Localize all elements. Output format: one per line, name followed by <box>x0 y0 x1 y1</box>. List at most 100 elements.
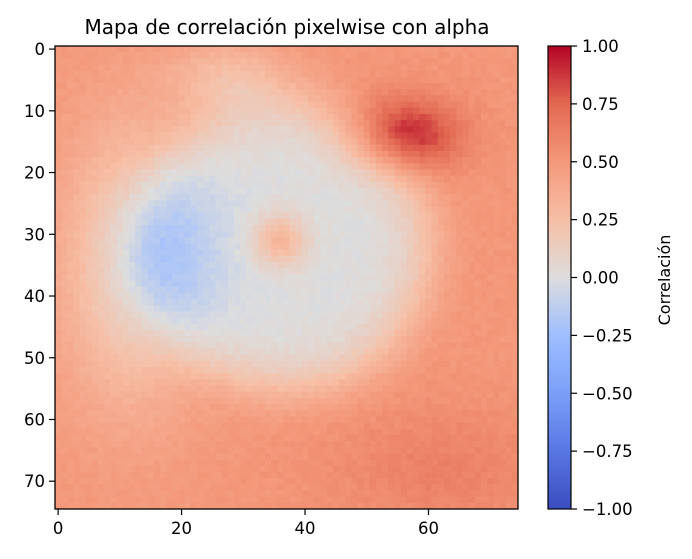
heatmap-cell <box>338 95 346 102</box>
heatmap-cell <box>480 225 488 232</box>
heatmap-cell <box>345 329 352 337</box>
heatmap-cell <box>450 348 457 356</box>
heatmap-cell <box>308 132 315 139</box>
heatmap-cell <box>338 311 346 318</box>
heatmap-cell <box>129 379 136 386</box>
heatmap-cell <box>129 157 136 164</box>
heatmap-cell <box>431 434 439 442</box>
heatmap-cell <box>462 404 469 411</box>
heatmap-cell <box>166 422 173 430</box>
heatmap-cell <box>326 144 334 152</box>
heatmap-cell <box>234 385 241 393</box>
heatmap-cell <box>110 113 118 121</box>
heatmap-cell <box>308 336 315 343</box>
heatmap-cell <box>338 367 346 374</box>
heatmap-cell <box>215 249 223 257</box>
heatmap-cell <box>98 299 105 306</box>
heatmap-cell <box>400 317 408 325</box>
heatmap-cell <box>332 305 340 312</box>
heatmap-cell <box>215 311 223 318</box>
heatmap-cell <box>295 274 303 281</box>
heatmap-cell <box>73 391 81 399</box>
heatmap-cell <box>184 150 192 158</box>
heatmap-cell <box>456 237 463 244</box>
heatmap-cell <box>98 280 105 288</box>
heatmap-cell <box>110 428 118 436</box>
heatmap-cell <box>227 305 235 312</box>
heatmap-cell <box>104 76 111 84</box>
heatmap-cell <box>462 163 469 170</box>
heatmap-cell <box>338 163 346 170</box>
heatmap-cell <box>67 150 74 158</box>
heatmap-cell <box>122 317 130 325</box>
heatmap-cell <box>85 150 93 158</box>
heatmap-cell <box>252 218 260 226</box>
heatmap-cell <box>196 163 204 170</box>
heatmap-cell <box>104 360 111 368</box>
heatmap-cell <box>308 280 315 288</box>
heatmap-cell <box>332 70 340 78</box>
heatmap-cell <box>104 89 111 96</box>
heatmap-cell <box>67 348 74 356</box>
heatmap-cell <box>55 299 62 306</box>
heatmap-cell <box>258 95 266 102</box>
heatmap-cell <box>264 194 272 201</box>
heatmap-cell <box>480 434 488 442</box>
heatmap-cell <box>456 231 463 238</box>
heatmap-cell <box>67 268 74 275</box>
heatmap-cell <box>301 311 309 318</box>
heatmap-cell <box>227 169 235 176</box>
heatmap-cell <box>474 323 482 331</box>
heatmap-cell <box>382 200 389 207</box>
heatmap-cell <box>141 391 148 399</box>
heatmap-cell <box>413 58 420 65</box>
heatmap-cell <box>196 83 204 90</box>
heatmap-cell <box>190 206 198 214</box>
heatmap-cell <box>369 83 377 90</box>
heatmap-cell <box>394 268 402 275</box>
heatmap-cell <box>332 218 340 226</box>
heatmap-cell <box>443 89 451 96</box>
heatmap-cell <box>166 237 173 244</box>
heatmap-cell <box>437 206 445 214</box>
heatmap-cell <box>67 317 74 325</box>
heatmap-cell <box>190 373 198 380</box>
heatmap-cell <box>351 416 358 423</box>
heatmap-cell <box>480 299 488 306</box>
heatmap-cell <box>474 397 482 405</box>
heatmap-cell <box>221 157 229 164</box>
heatmap-cell <box>215 329 223 337</box>
heatmap-cell <box>227 89 235 96</box>
heatmap-cell <box>98 225 105 232</box>
heatmap-cell <box>153 447 161 454</box>
heatmap-cell <box>234 95 241 102</box>
heatmap-cell <box>345 138 352 146</box>
heatmap-cell <box>159 89 167 96</box>
heatmap-cell <box>443 373 451 380</box>
heatmap-cell <box>135 46 142 53</box>
heatmap-cell <box>505 416 513 423</box>
heatmap-cell <box>301 120 309 127</box>
heatmap-cell <box>394 95 402 102</box>
heatmap-cell <box>450 175 457 183</box>
heatmap-cell <box>190 225 198 232</box>
heatmap-cell <box>425 107 432 115</box>
heatmap-cell <box>468 206 476 214</box>
heatmap-cell <box>264 138 272 146</box>
heatmap-cell <box>493 311 500 318</box>
heatmap-cell <box>240 391 247 399</box>
heatmap-cell <box>141 453 148 460</box>
heatmap-cell <box>166 311 173 318</box>
heatmap-cell <box>203 52 210 59</box>
heatmap-cell <box>314 163 321 170</box>
heatmap-cell <box>227 187 235 195</box>
heatmap-cell <box>456 447 463 454</box>
heatmap-cell <box>73 410 81 417</box>
heatmap-cell <box>234 126 241 133</box>
heatmap-cell <box>289 367 297 374</box>
heatmap-cell <box>382 70 389 78</box>
heatmap-cell <box>493 194 500 201</box>
heatmap-cell <box>116 410 124 417</box>
heatmap-cell <box>110 83 118 90</box>
heatmap-cell <box>85 255 93 263</box>
